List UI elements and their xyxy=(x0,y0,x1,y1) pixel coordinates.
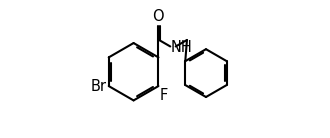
Text: F: F xyxy=(160,88,168,103)
Text: NH: NH xyxy=(171,40,193,55)
Text: Br: Br xyxy=(91,79,107,94)
Text: O: O xyxy=(152,9,164,24)
